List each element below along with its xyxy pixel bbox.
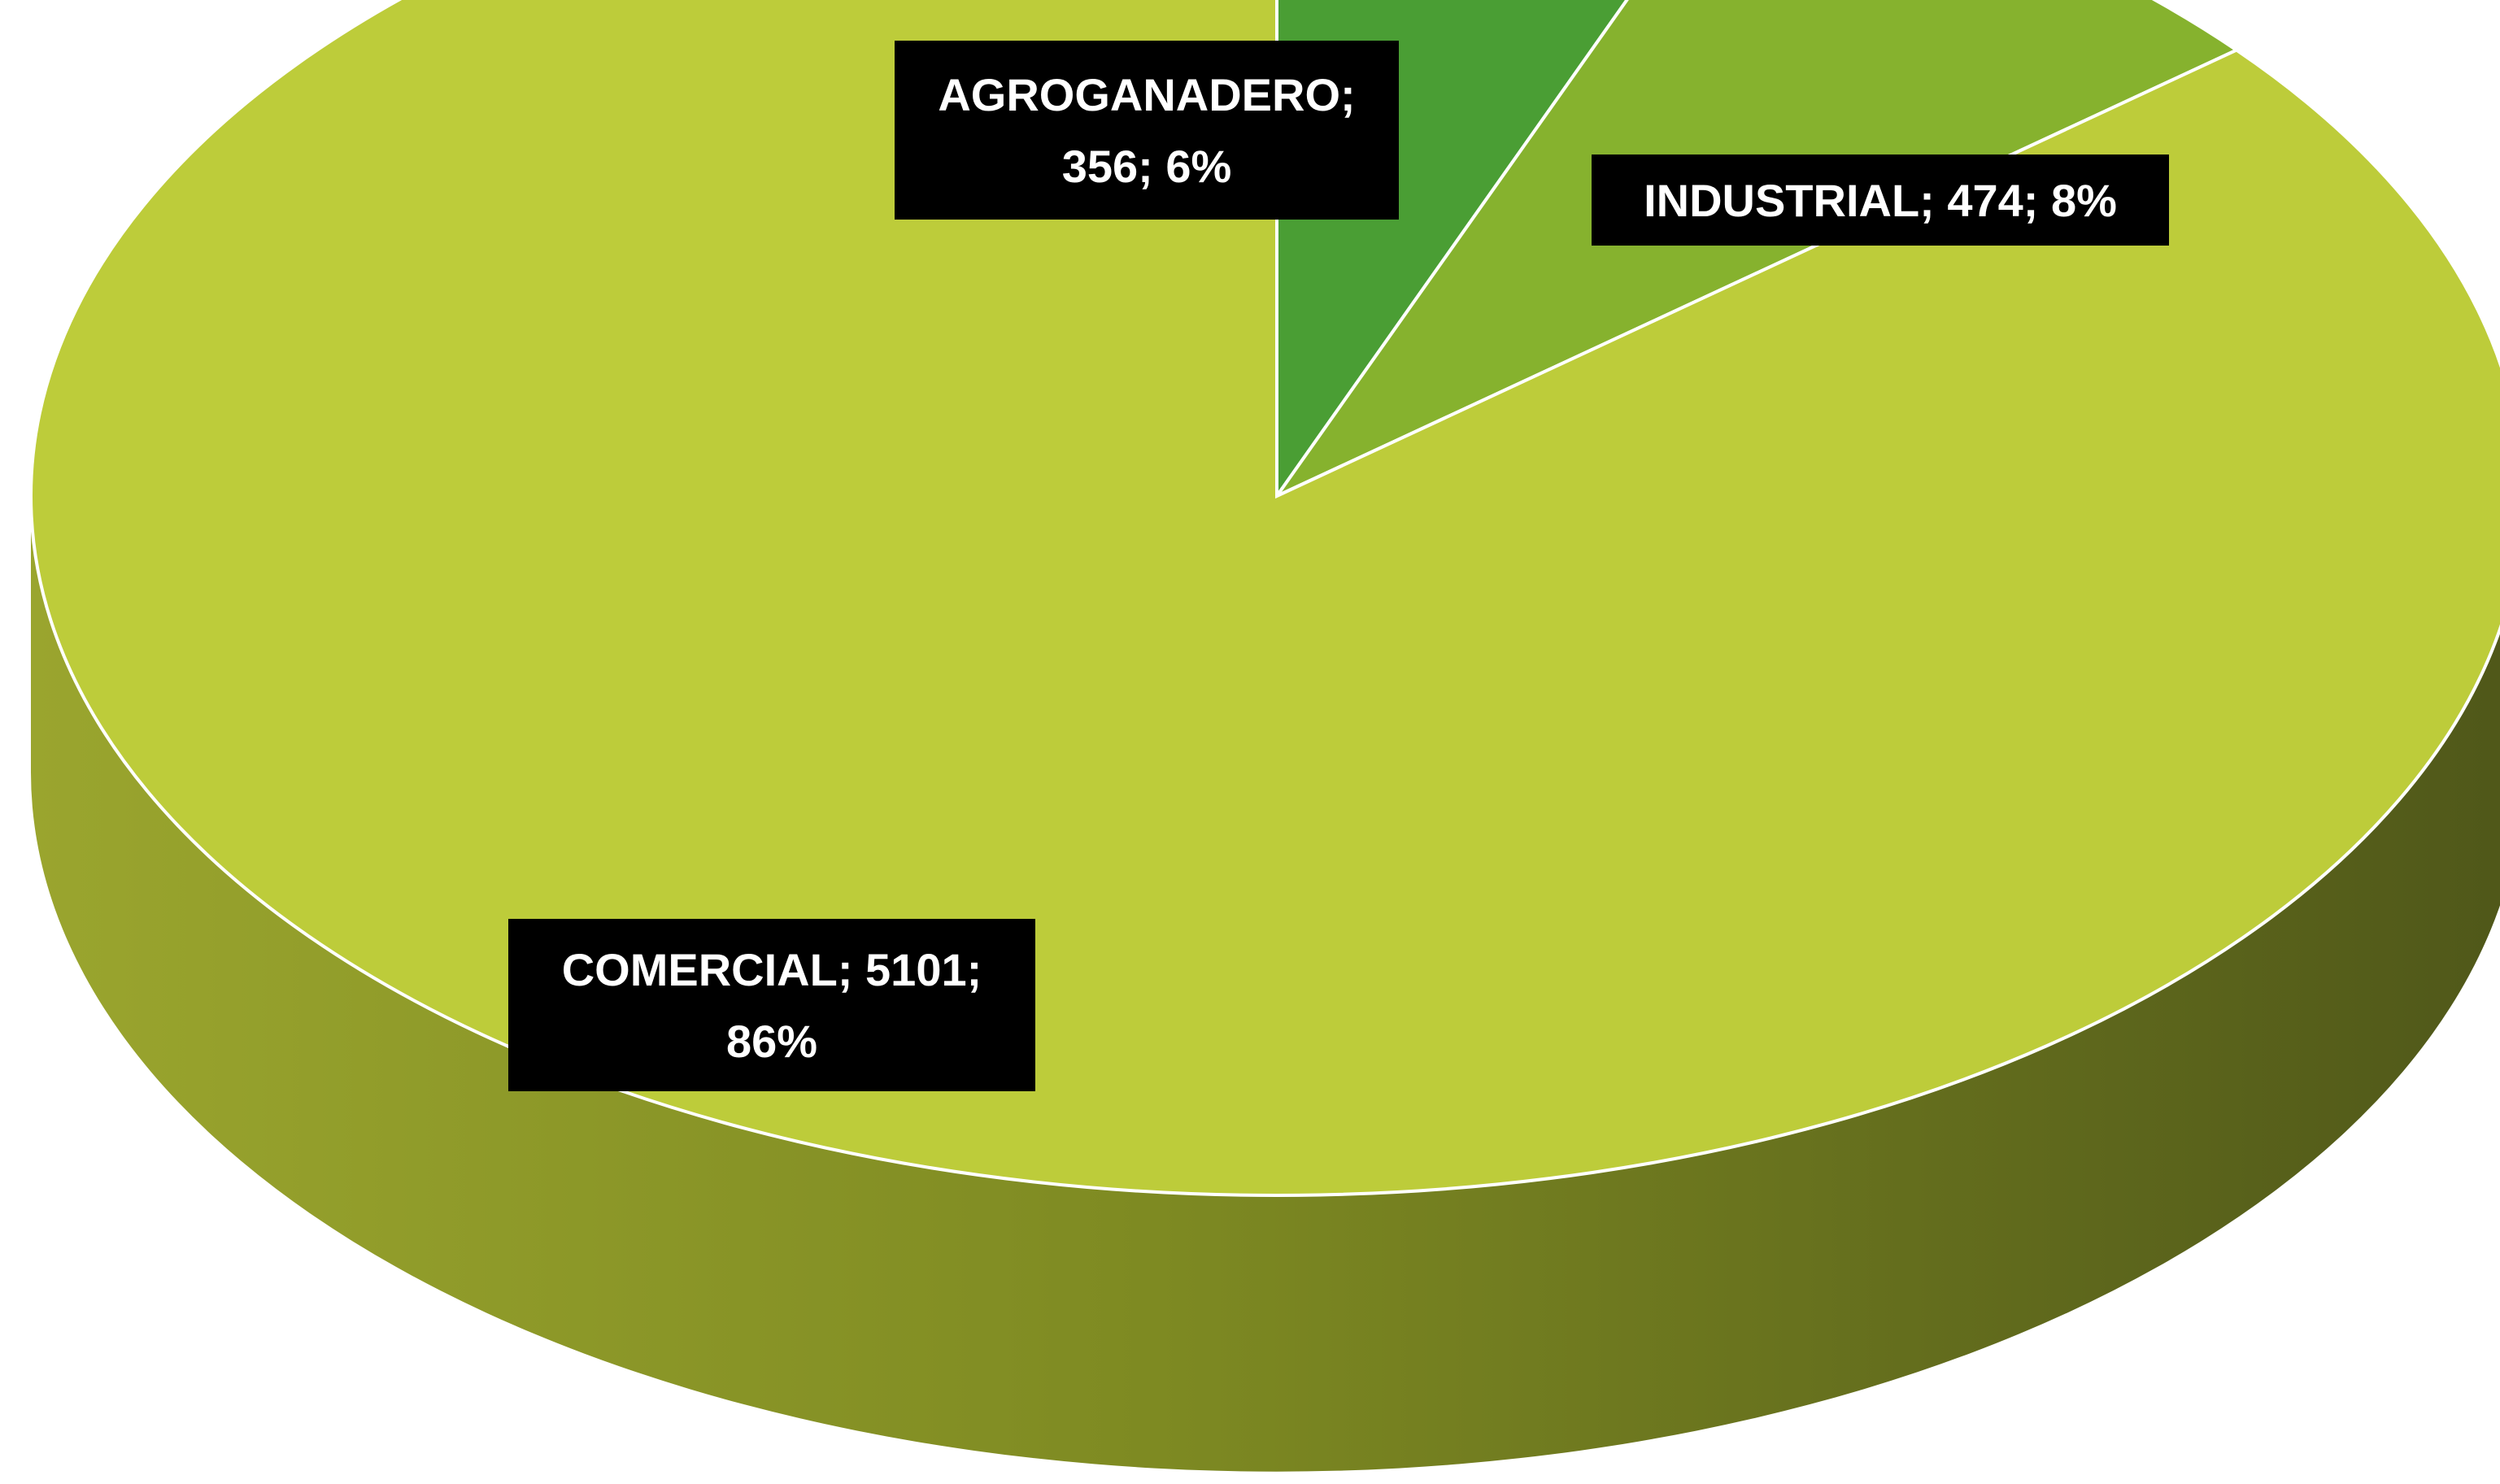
pie-slice-industrial xyxy=(1272,0,2241,500)
data-label-box xyxy=(895,41,1399,220)
pie-depth xyxy=(31,496,2500,1472)
data-label-box xyxy=(1592,154,2169,246)
data-label-text: COMERCIAL; 5101; xyxy=(562,944,982,995)
data-label-text: INDUSTRIAL; 474; 8% xyxy=(1644,175,2117,226)
data-label-text: 356; 6% xyxy=(1062,141,1232,192)
pie-side xyxy=(31,496,2500,1472)
data-label-box xyxy=(508,919,1035,1091)
data-label-industrial: INDUSTRIAL; 474; 8% xyxy=(1592,154,2169,246)
data-label-agroganadero: AGROGANADERO; 356; 6% xyxy=(895,41,1399,220)
data-label-text: AGROGANADERO; xyxy=(938,69,1355,120)
pie-slice-comercial xyxy=(29,0,2500,1197)
pie-labels: AGROGANADERO; 356; 6% INDUSTRIAL; 474; 8% C… xyxy=(508,41,2169,1091)
data-label-comercial: COMERCIAL; 5101; 86% xyxy=(508,919,1035,1091)
data-label-text: 86% xyxy=(726,1016,817,1067)
